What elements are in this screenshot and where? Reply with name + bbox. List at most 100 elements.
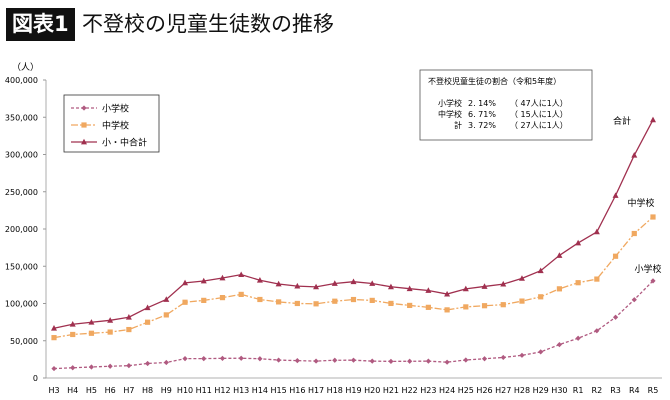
y-tick-label: 250,000 [5,188,38,197]
x-tick-label: H16 [289,386,305,395]
data-point [182,356,188,362]
data-point [650,116,656,123]
data-point [612,192,619,198]
data-point [481,356,488,362]
data-point [51,365,57,372]
y-axis: 0 50,000 100,000 150,000 200,000 250,000 300,0… [5,76,47,383]
x-tick-label: H15 [271,386,287,395]
y-tick-label: 50,000 [10,337,38,346]
data-point [594,276,600,282]
y-tick-label: 0 [33,374,38,383]
legend-label: 中学校 [102,120,129,132]
x-tick-label: H17 [308,386,324,395]
x-tick-label: H29 [533,386,549,395]
series-group: 小学校 中学校 合計 [51,115,662,372]
data-point [238,291,244,298]
data-point [275,280,282,287]
data-point [444,359,450,365]
info-row-pct: 2. 14% [468,99,496,108]
data-point [462,285,469,292]
legend-marker [81,122,87,128]
data-point [256,277,263,283]
data-point [425,358,431,364]
x-tick-label: H21 [383,386,399,395]
data-point [332,357,338,363]
data-point [556,252,563,258]
legend-label: 小学校 [102,103,129,115]
data-point [387,283,394,290]
x-tick-label: H13 [233,386,249,395]
data-point [144,360,151,367]
data-point [313,283,320,290]
data-point [518,275,525,281]
x-tick-label: H6 [105,386,116,395]
data-point [350,296,357,303]
data-point [519,352,525,358]
data-point [257,296,263,303]
data-point [294,282,301,289]
x-tick-label: H8 [142,386,153,395]
data-point [219,355,226,361]
info-row-label: 中学校 [438,109,462,119]
y-tick-label: 400,000 [5,76,38,85]
info-row-ratio: （ 27人に1人） [510,121,568,130]
data-point [444,290,451,297]
data-point [144,319,151,325]
data-point [575,239,582,246]
data-point [107,317,114,323]
info-row-pct: 3. 72% [468,121,496,130]
x-tick-label: H9 [161,386,172,395]
x-tick-label: H25 [458,386,474,395]
data-point [500,354,506,361]
data-point [125,314,132,320]
data-point [163,359,169,366]
x-tick-label: H4 [67,386,78,395]
data-point [537,267,544,274]
x-tick-label: R5 [648,386,659,395]
series-1: 中学校 [51,197,656,341]
y-axis-unit: （人） [12,62,39,73]
data-point [294,300,300,307]
x-axis: H3 H4 H5 H6 H7 H8 H9 H10 H11 H12 H13 H14 H15 H16 H17 H1… [46,377,662,395]
x-tick-label: H30 [551,386,567,395]
x-tick-label: H24 [439,386,455,395]
data-point [201,355,207,362]
data-point [182,279,189,286]
x-tick-label: H19 [345,386,361,395]
data-point [51,335,57,341]
info-heading: 不登校児童生徒の割合（令和5年度） [428,76,561,86]
data-point [163,312,169,318]
y-tick-label: 150,000 [5,262,38,271]
data-point [332,298,338,304]
x-tick-label: H12 [214,386,230,395]
data-point [88,364,95,370]
y-tick-label: 350,000 [5,113,38,122]
x-tick-label: H14 [252,386,268,395]
data-point [201,297,207,303]
series-0: 小学校 [51,263,662,372]
data-point [407,302,413,309]
series-line [53,216,654,339]
data-point [369,280,376,286]
x-tick-label: H18 [327,386,343,395]
x-tick-label: R2 [592,386,603,395]
data-point [257,356,263,362]
y-tick-label: 300,000 [5,151,38,160]
y-tick-label: 100,000 [5,300,38,309]
x-tick-label: H28 [514,386,530,395]
data-point [238,355,244,361]
data-point [219,295,226,301]
x-tick-label: R1 [573,386,584,395]
data-point [631,297,637,303]
info-box: 不登校児童生徒の割合（令和5年度） 小学校 2. 14% （ 47人に1人） 中学校 6… [419,69,593,141]
data-point [144,304,151,311]
data-point [407,358,413,364]
data-point [444,307,450,313]
data-point [331,280,338,286]
x-tick-label: H10 [177,386,193,395]
data-point [276,299,282,305]
data-point [126,363,132,369]
x-tick-label: H11 [196,386,212,395]
info-row-ratio: （ 47人に1人） [510,99,568,108]
